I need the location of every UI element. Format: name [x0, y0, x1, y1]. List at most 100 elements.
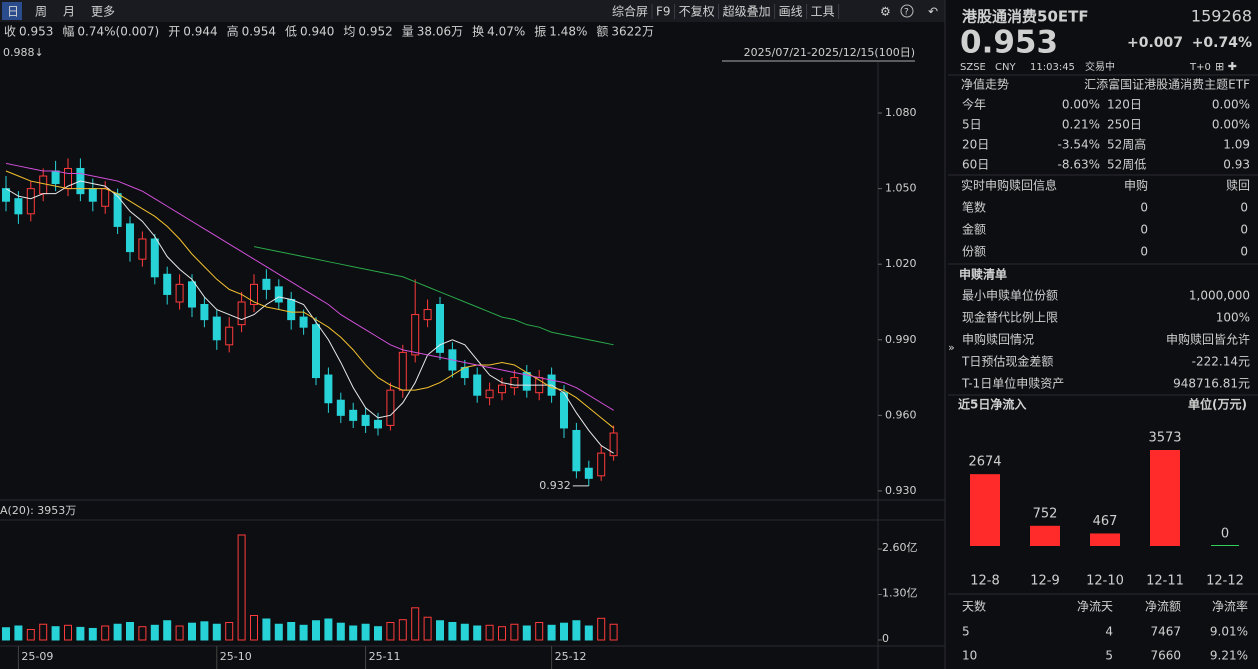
- volume-bar: [287, 622, 296, 641]
- ma-hint: 0.988↓: [3, 46, 44, 59]
- candle-body: [498, 384, 506, 394]
- quote-label: 低: [285, 25, 297, 39]
- y-tick-label: 1.020: [885, 257, 917, 270]
- volume-bar: [423, 616, 432, 641]
- value-label: 0: [1221, 527, 1229, 542]
- candle-body: [411, 314, 420, 356]
- stat-value: -8.63%: [1058, 158, 1100, 172]
- fund-code: 159268: [1191, 7, 1252, 26]
- row-value: -222.14元: [1192, 355, 1250, 369]
- help-icon[interactable]: ?: [904, 8, 909, 18]
- volume-bar: [188, 622, 196, 641]
- tool-button[interactable]: F9: [656, 5, 671, 19]
- icons[interactable]: ⊞ ✚: [1215, 60, 1237, 73]
- candle-body: [510, 377, 519, 389]
- stat-value: 0.21%: [1062, 118, 1100, 132]
- stat-value: 0.93: [1223, 158, 1250, 172]
- collapse-icon[interactable]: »: [948, 341, 955, 354]
- row-value: 1,000,000: [1189, 289, 1250, 303]
- period-tab[interactable]: 月: [63, 5, 75, 19]
- candle-body: [374, 419, 382, 429]
- quote-value: 0.944: [183, 25, 217, 39]
- volume-bar: [163, 620, 172, 641]
- quote-value: 0.952: [358, 25, 392, 39]
- candle-body: [88, 188, 97, 202]
- chart-title: 近5日净流入: [958, 397, 1026, 412]
- active-tab: [2, 2, 22, 20]
- tool-button[interactable]: 画线: [779, 5, 803, 19]
- volume-bar: [299, 624, 308, 641]
- date-range[interactable]: 2025/07/21-2025/12/15(100日): [744, 46, 915, 59]
- volume-bar: [609, 623, 618, 641]
- tool-button[interactable]: 综合屏: [612, 4, 648, 19]
- section-title: 实时申购赎回信息: [961, 178, 1057, 193]
- volume-bar: [374, 626, 382, 641]
- row-value: 100%: [1216, 311, 1250, 325]
- cell: 10: [962, 649, 977, 663]
- stat-value: 0.00%: [1062, 98, 1100, 112]
- volume-bar: [448, 622, 457, 641]
- candle-body: [299, 316, 308, 328]
- volume-bar: [597, 617, 606, 641]
- volume-bar: [39, 623, 48, 641]
- quote-value: 38.06万: [417, 25, 463, 39]
- period-tab[interactable]: 更多: [91, 5, 115, 19]
- volume-bar: [26, 629, 35, 641]
- value-label: 467: [1093, 514, 1118, 529]
- candle-body: [287, 298, 296, 321]
- section-title: 申赎清单: [959, 267, 1007, 282]
- row-value: 0: [1240, 201, 1248, 215]
- candle-body: [361, 414, 370, 426]
- period-tab[interactable]: 日: [7, 5, 19, 19]
- volume-title: A(20): 3953万: [0, 504, 76, 517]
- row-label: 现金替代比例上限: [962, 310, 1058, 325]
- stat-value: -3.54%: [1058, 138, 1100, 152]
- help-icon[interactable]: [900, 4, 914, 18]
- y-tick-label: 0.930: [885, 484, 917, 497]
- candle-body: [212, 316, 221, 341]
- volume-bar: [349, 625, 358, 641]
- candle-body: [188, 281, 196, 308]
- volume-bar: [175, 625, 184, 641]
- unit-label: 单位(万元): [1188, 397, 1247, 412]
- ma-line: [5, 162, 614, 411]
- volume-bar: [138, 626, 147, 641]
- stat-label: 20日: [962, 138, 989, 152]
- row-value: 0: [1140, 223, 1148, 237]
- candle-body: [485, 389, 494, 399]
- settings-icon[interactable]: ⚙: [880, 5, 891, 19]
- status: 11:03:45: [1030, 62, 1075, 73]
- candle-body: [324, 374, 333, 404]
- back-icon[interactable]: ↶: [928, 5, 938, 19]
- volume-bar: [2, 627, 10, 641]
- volume-bar: [51, 626, 60, 641]
- bar: [1150, 450, 1180, 546]
- candle-body: [163, 273, 172, 295]
- candle-body: [386, 389, 395, 426]
- volume-bar: [535, 622, 544, 641]
- bar: [1090, 533, 1120, 546]
- stat-label: 60日: [962, 158, 989, 172]
- candle-body: [584, 467, 593, 479]
- volume-bar: [113, 623, 122, 641]
- candle-body: [262, 278, 271, 290]
- candle-body: [175, 283, 184, 303]
- period-tab[interactable]: 周: [35, 5, 47, 19]
- tool-button[interactable]: 工具: [811, 5, 835, 19]
- x-tick-label: 12-12: [1206, 574, 1244, 589]
- section-title: 净值走势: [961, 77, 1009, 92]
- volume-bar: [584, 625, 593, 641]
- fund-full-name: 汇添富国证港股通消费主题ETF: [1084, 77, 1250, 92]
- x-tick-label: 12-10: [1086, 574, 1124, 589]
- tool-button[interactable]: 不复权: [679, 5, 715, 19]
- bar: [1211, 545, 1239, 546]
- column-header: 赎回: [1226, 179, 1250, 193]
- stat-value: 0.00%: [1212, 98, 1250, 112]
- volume-bar: [510, 623, 519, 641]
- column-header: 天数: [962, 599, 986, 614]
- candle-body: [349, 409, 358, 421]
- tool-button[interactable]: 超级叠加: [723, 4, 771, 19]
- volume-bar: [398, 619, 407, 641]
- quote-value: 1.48%: [549, 25, 587, 39]
